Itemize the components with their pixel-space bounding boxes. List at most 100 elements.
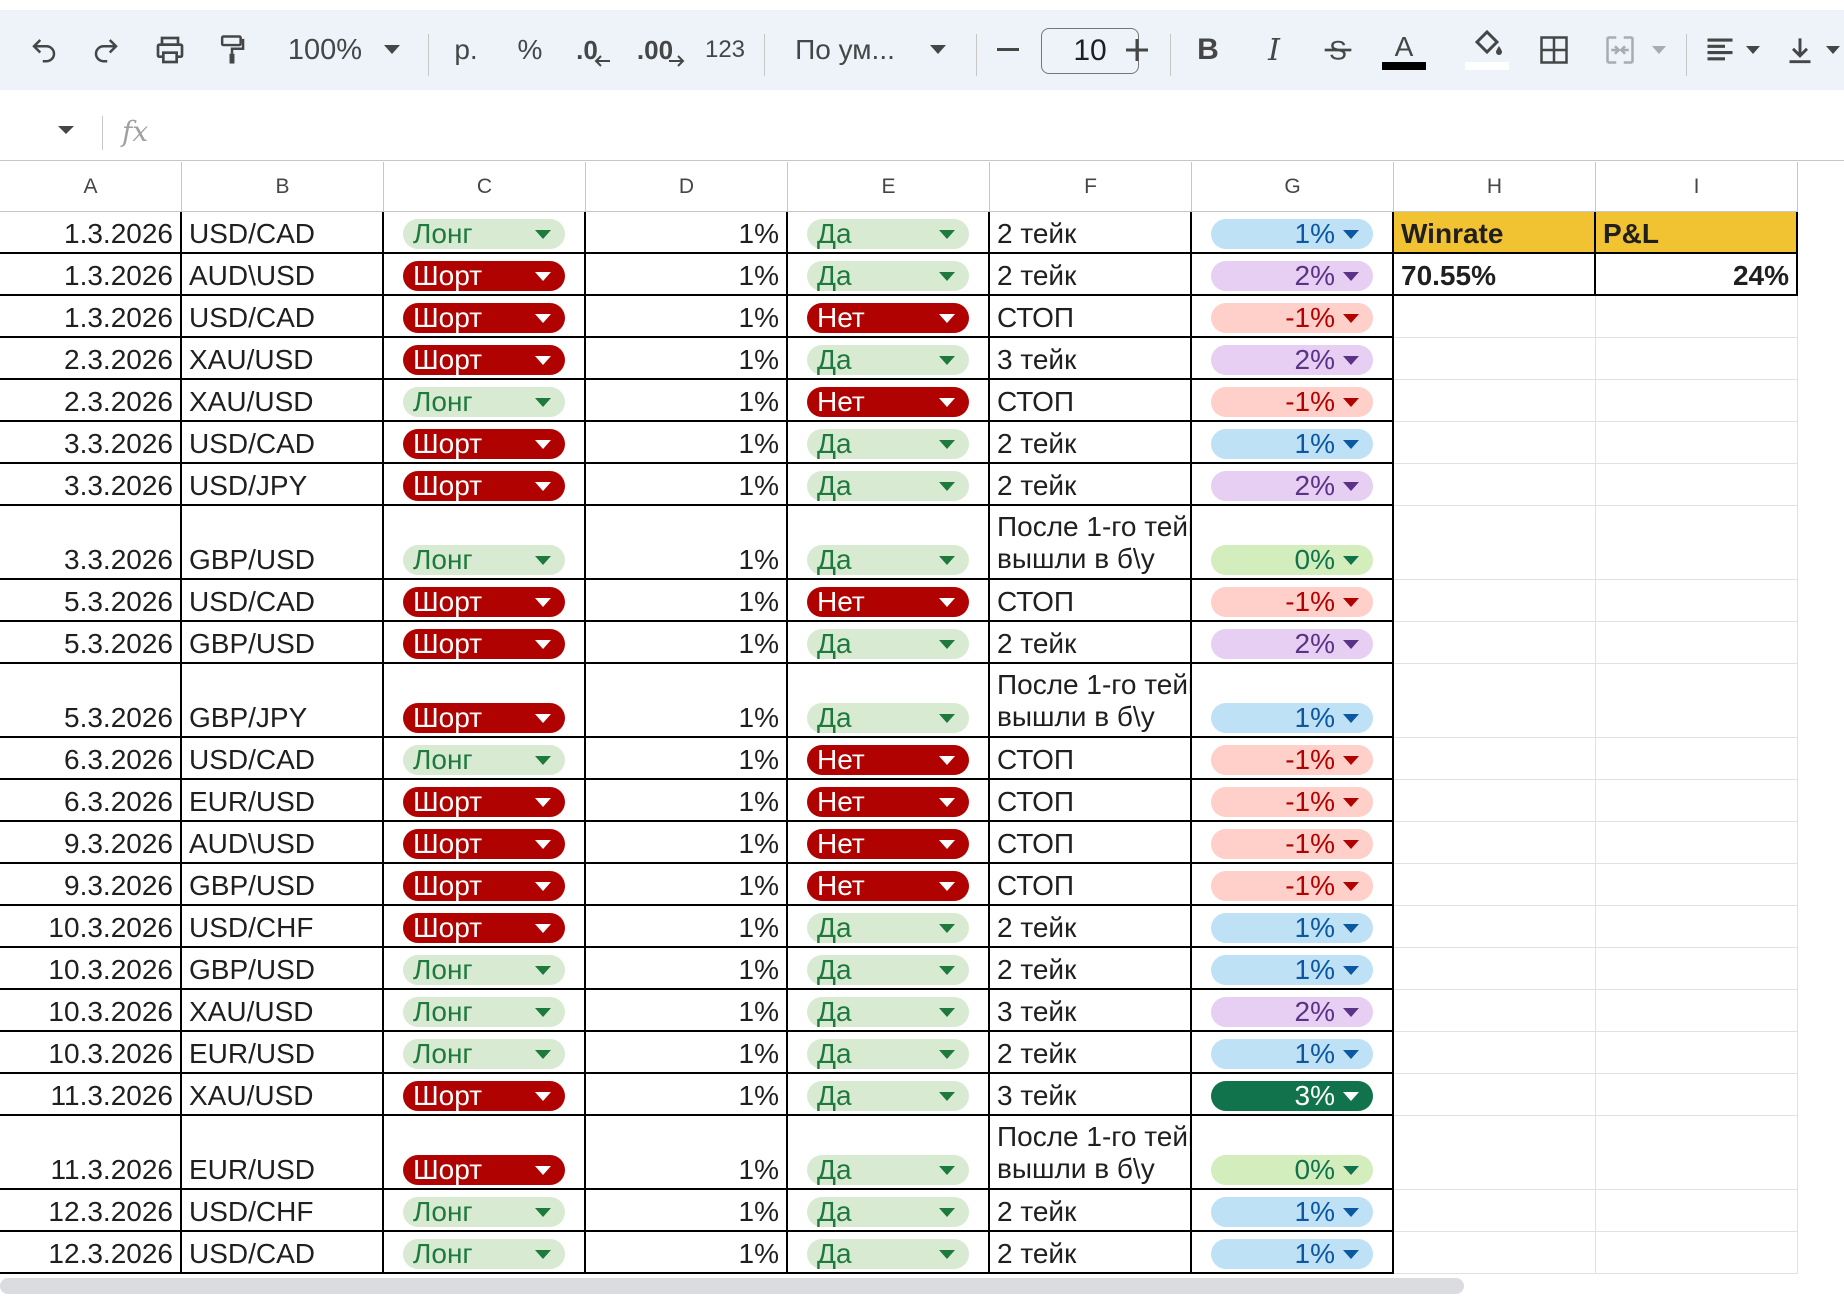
cell-b[interactable]: GBP/USD	[182, 864, 384, 906]
direction-chip[interactable]: Лонг	[403, 955, 565, 985]
cell-c[interactable]: Лонг	[384, 380, 586, 422]
cell-f[interactable]: 3 тейк	[990, 990, 1192, 1032]
cell-e[interactable]: Да	[788, 212, 990, 254]
outcome-chip[interactable]: Нет	[807, 829, 969, 859]
pnl-chip[interactable]: 0%	[1211, 545, 1373, 575]
cell-g[interactable]: 1%	[1192, 664, 1394, 738]
cell-g[interactable]: 0%	[1192, 506, 1394, 580]
cell-f[interactable]: 2 тейк	[990, 1190, 1192, 1232]
direction-chip[interactable]: Шорт	[403, 303, 565, 333]
cell-c[interactable]: Шорт	[384, 338, 586, 380]
empty-cell[interactable]	[1394, 780, 1596, 822]
empty-cell[interactable]	[1394, 1116, 1596, 1190]
cell-c[interactable]: Шорт	[384, 580, 586, 622]
cell-b[interactable]: XAU/USD	[182, 338, 384, 380]
cell-g[interactable]: 1%	[1192, 1232, 1394, 1274]
percent-format-button[interactable]: %	[517, 34, 543, 65]
undo-icon[interactable]	[22, 10, 66, 90]
cell-e[interactable]: Да	[788, 948, 990, 990]
vertical-align-icon[interactable]	[1780, 10, 1820, 90]
cell-f[interactable]: 2 тейк	[990, 212, 1192, 254]
cell-e[interactable]: Да	[788, 1232, 990, 1274]
cell-b[interactable]: EUR/USD	[182, 780, 384, 822]
cell-d[interactable]: 1%	[586, 990, 788, 1032]
cell-f[interactable]: 2 тейк	[990, 464, 1192, 506]
empty-cell[interactable]	[1596, 506, 1798, 580]
pnl-chip[interactable]: 2%	[1211, 261, 1373, 291]
empty-cell[interactable]	[1394, 622, 1596, 664]
cell-b[interactable]: GBP/JPY	[182, 664, 384, 738]
empty-cell[interactable]	[1394, 1190, 1596, 1232]
outcome-chip[interactable]: Да	[807, 955, 969, 985]
bold-icon[interactable]: B	[1197, 33, 1219, 66]
cell-f[interactable]: 2 тейк	[990, 1032, 1192, 1074]
empty-cell[interactable]	[1596, 338, 1798, 380]
column-header-c[interactable]: C	[384, 162, 586, 212]
cell-g[interactable]: 2%	[1192, 464, 1394, 506]
cell-d[interactable]: 1%	[586, 948, 788, 990]
outcome-chip[interactable]: Да	[807, 629, 969, 659]
cell-d[interactable]: 1%	[586, 664, 788, 738]
cell-b[interactable]: XAU/USD	[182, 1074, 384, 1116]
cell-c[interactable]: Шорт	[384, 822, 586, 864]
empty-cell[interactable]	[1394, 990, 1596, 1032]
pnl-chip[interactable]: -1%	[1211, 303, 1373, 333]
column-header-b[interactable]: B	[182, 162, 384, 212]
cell-a[interactable]: 1.3.2026	[0, 212, 182, 254]
pnl-chip[interactable]: 2%	[1211, 471, 1373, 501]
cell-a[interactable]: 5.3.2026	[0, 664, 182, 738]
cell-b[interactable]: USD/CHF	[182, 1190, 384, 1232]
cell-c[interactable]: Лонг	[384, 506, 586, 580]
cell-c[interactable]: Шорт	[384, 864, 586, 906]
cell-a[interactable]: 1.3.2026	[0, 296, 182, 338]
cell-c[interactable]: Шорт	[384, 622, 586, 664]
empty-cell[interactable]	[1596, 906, 1798, 948]
cell-a[interactable]: 9.3.2026	[0, 822, 182, 864]
font-size-input[interactable]: 10	[1041, 28, 1139, 74]
horizontal-align-icon[interactable]	[1700, 10, 1740, 90]
font-size-increase-icon[interactable]	[1124, 10, 1150, 90]
valign-dropdown-icon[interactable]	[1822, 10, 1844, 90]
outcome-chip[interactable]: Нет	[807, 387, 969, 417]
outcome-chip[interactable]: Да	[807, 1039, 969, 1069]
merge-dropdown-icon[interactable]	[1648, 10, 1670, 90]
cell-c[interactable]: Лонг	[384, 212, 586, 254]
cell-e[interactable]: Да	[788, 1116, 990, 1190]
font-family-select[interactable]: По ум...	[795, 34, 895, 65]
direction-chip[interactable]: Шорт	[403, 587, 565, 617]
cell-b[interactable]: USD/CAD	[182, 296, 384, 338]
cell-b[interactable]: XAU/USD	[182, 990, 384, 1032]
empty-cell[interactable]	[1394, 948, 1596, 990]
align-dropdown-icon[interactable]	[1742, 10, 1764, 90]
empty-cell[interactable]	[1596, 738, 1798, 780]
cell-e[interactable]: Да	[788, 422, 990, 464]
direction-chip[interactable]: Шорт	[403, 471, 565, 501]
pnl-chip[interactable]: 2%	[1211, 345, 1373, 375]
empty-cell[interactable]	[1596, 664, 1798, 738]
cell-b[interactable]: EUR/USD	[182, 1032, 384, 1074]
cell-a[interactable]: 1.3.2026	[0, 254, 182, 296]
empty-cell[interactable]	[1596, 822, 1798, 864]
cell-f[interactable]: 3 тейк	[990, 1074, 1192, 1116]
cell-b[interactable]: USD/CAD	[182, 580, 384, 622]
cell-d[interactable]: 1%	[586, 338, 788, 380]
zoom-select[interactable]: 100%	[287, 33, 363, 66]
direction-chip[interactable]: Лонг	[403, 1039, 565, 1069]
cell-a[interactable]: 2.3.2026	[0, 338, 182, 380]
cell-c[interactable]: Лонг	[384, 1232, 586, 1274]
winrate-value-cell[interactable]: 70.55%	[1394, 254, 1596, 296]
cell-e[interactable]: Да	[788, 1190, 990, 1232]
column-header-i[interactable]: I	[1596, 162, 1798, 212]
outcome-chip[interactable]: Да	[807, 345, 969, 375]
outcome-chip[interactable]: Да	[807, 997, 969, 1027]
cell-e[interactable]: Да	[788, 254, 990, 296]
cell-f[interactable]: 2 тейк	[990, 906, 1192, 948]
cell-d[interactable]: 1%	[586, 622, 788, 664]
pnl-chip[interactable]: 3%	[1211, 1081, 1373, 1111]
empty-cell[interactable]	[1394, 906, 1596, 948]
column-header-f[interactable]: F	[990, 162, 1192, 212]
column-header-g[interactable]: G	[1192, 162, 1394, 212]
cell-g[interactable]: 1%	[1192, 1032, 1394, 1074]
font-dropdown-icon[interactable]	[924, 10, 952, 90]
cell-g[interactable]: 2%	[1192, 338, 1394, 380]
